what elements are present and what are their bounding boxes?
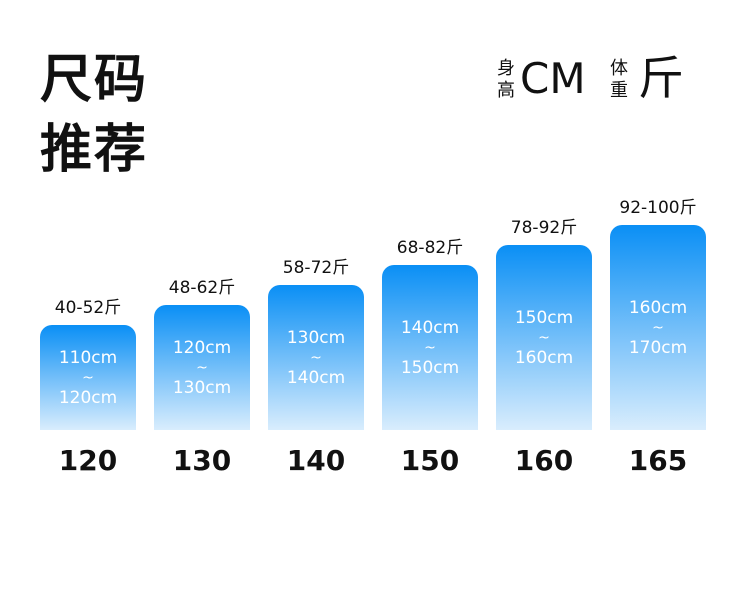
size-bar: 110cm ~120cm xyxy=(40,325,136,430)
size-bar: 120cm ~130cm xyxy=(154,305,250,430)
weight-range: 68-82斤 xyxy=(396,238,464,258)
title-line: 推荐 xyxy=(40,120,149,180)
weight-range: 58-72斤 xyxy=(282,258,350,278)
weight-range: 78-92斤 xyxy=(510,218,578,238)
weight-range: 40-52斤 xyxy=(54,298,122,318)
separator: ~ xyxy=(82,369,94,386)
size-label: 165 xyxy=(628,444,688,477)
weight-range: 48-62斤 xyxy=(168,278,236,298)
height-range: 140cm xyxy=(400,317,460,338)
weight-range: 92-100斤 xyxy=(619,198,697,218)
unit-label: 重 xyxy=(610,80,628,101)
size-bar: 160cm ~170cm xyxy=(610,225,706,430)
separator: ~ xyxy=(652,319,664,336)
height-range: 120cm xyxy=(58,387,118,408)
unit-label: 身 xyxy=(497,58,515,79)
separator: ~ xyxy=(424,339,436,356)
unit: 斤 xyxy=(638,51,684,105)
separator: ~ xyxy=(196,359,208,376)
size-bar: 130cm ~140cm xyxy=(268,285,364,430)
unit-label: 高 xyxy=(497,80,515,101)
height-range: 130cm xyxy=(286,327,346,348)
unit-label: 体 xyxy=(610,58,628,79)
height-range: 150cm xyxy=(514,307,574,328)
height-range: 170cm xyxy=(628,337,688,358)
height-range: 130cm xyxy=(172,377,232,398)
size-label: 130 xyxy=(172,444,232,477)
height-range: 160cm xyxy=(628,297,688,318)
separator: ~ xyxy=(310,349,322,366)
size-bar: 150cm ~160cm xyxy=(496,245,592,430)
title-line: 尺码 xyxy=(40,50,149,110)
height-range: 110cm xyxy=(58,347,118,368)
height-range: 140cm xyxy=(286,367,346,388)
size-label: 160 xyxy=(514,444,574,477)
separator: ~ xyxy=(538,329,550,346)
unit: CM xyxy=(520,54,586,103)
size-label: 120 xyxy=(58,444,118,477)
size-label: 150 xyxy=(400,444,460,477)
size-bar: 140cm ~150cm xyxy=(382,265,478,430)
height-range: 120cm xyxy=(172,337,232,358)
height-range: 160cm xyxy=(514,347,574,368)
size-label: 140 xyxy=(286,444,346,477)
height-range: 150cm xyxy=(400,357,460,378)
